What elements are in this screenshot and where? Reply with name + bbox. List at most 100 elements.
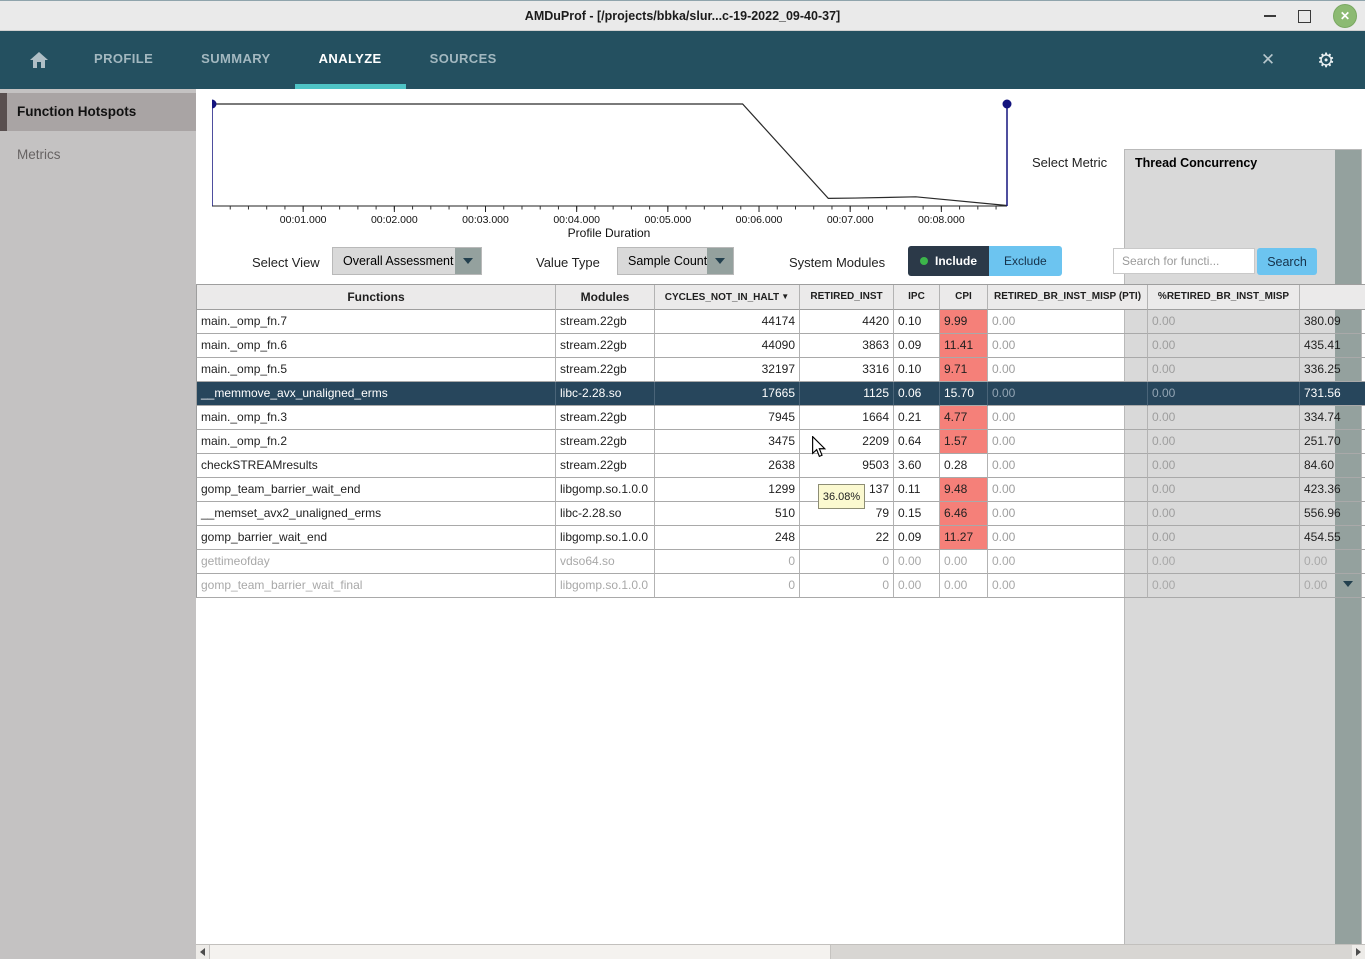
scroll-right-icon[interactable] [1352,945,1365,959]
nav-tabs: PROFILE SUMMARY ANALYZE SOURCES [70,31,521,89]
svg-text:Profile Duration: Profile Duration [568,226,651,240]
table-cell: 3863 [800,334,894,358]
table-cell: 0.28 [940,454,988,478]
table-cell: 0.00 [1148,430,1300,454]
gear-icon[interactable]: ⚙ [1317,49,1335,72]
table-cell: 3.60 [894,454,940,478]
search-button[interactable]: Search [1257,248,1317,275]
exclude-label: Exclude [1004,254,1047,268]
table-cell: main._omp_fn.3 [196,406,556,430]
table-cell: 0 [655,550,800,574]
svg-text:00:03.000: 00:03.000 [462,214,509,226]
table-cell: main._omp_fn.6 [196,334,556,358]
include-label: Include [935,254,978,268]
scroll-left-icon[interactable] [196,945,209,959]
table-cell: libgomp.so.1.0.0 [556,526,655,550]
table-row[interactable]: gomp_barrier_wait_end libgomp.so.1.0.0 248… [196,526,1365,550]
table-cell: 251.70 [1300,430,1365,454]
main-panel: 00:01.000 00:02.000 00:03.000 00:04.000 00:0… [196,89,1365,959]
table-cell: 7945 [655,406,800,430]
table-cell: 0 [800,574,894,598]
table-cell: 454.55 [1300,526,1365,550]
tab-profile[interactable]: PROFILE [94,51,154,66]
table-cell: 2209 [800,430,894,454]
column-header-functions[interactable]: Functions [196,285,556,310]
table-cell: 0.10 [894,358,940,382]
table-cell: libc-2.28.so [556,502,655,526]
system-modules-label: System Modules [789,255,886,270]
selected-dot-icon [920,257,928,265]
table-cell: stream.22gb [556,454,655,478]
select-view-value: Overall Assessment [343,254,454,268]
column-header-cycles-not-in-halt[interactable]: CYCLES_NOT_IN_HALT ▼ [655,285,800,310]
table-row[interactable]: main._omp_fn.2 stream.22gb 3475 2209 0.64 1.5… [196,430,1365,454]
value-type-dropdown[interactable]: Sample Count [617,247,734,275]
chevron-down-icon[interactable] [707,248,733,274]
table-cell: 1299 [655,478,800,502]
table-cell: 0.06 [894,382,940,406]
table-row[interactable]: gomp_team_barrier_wait_final libgomp.so.1… [196,574,1365,598]
table-cell: 0.00 [940,574,988,598]
table-cell: 84.60 [1300,454,1365,478]
column-header-cpi[interactable]: CPI [940,285,988,310]
table-cell: 4.77 [940,406,988,430]
select-view-dropdown[interactable]: Overall Assessment [332,247,482,275]
table-row[interactable]: __memset_avx2_unaligned_erms libc-2.28.so… [196,502,1365,526]
timeline-chart: 00:01.000 00:02.000 00:03.000 00:04.000 00:0… [207,99,1012,240]
table-cell: 0.00 [1148,334,1300,358]
scrollbar-thumb[interactable] [209,945,831,959]
table-cell: 22 [800,526,894,550]
chevron-down-icon[interactable] [455,248,481,274]
search-input[interactable] [1113,248,1255,274]
scrollbar-track[interactable] [831,945,1352,959]
column-header-modules[interactable]: Modules [556,285,655,310]
table-cell: 0.00 [988,334,1148,358]
table-cell: 0.00 [988,310,1148,334]
table-cell: checkSTREAMresults [196,454,556,478]
table-cell: 336.25 [1300,358,1365,382]
table-row[interactable]: main._omp_fn.7 stream.22gb 44174 4420 0.10 9.… [196,310,1365,334]
tab-sources[interactable]: SOURCES [429,51,497,66]
table-cell: 2638 [655,454,800,478]
sidebar-item-function-hotspots[interactable]: Function Hotspots [0,93,196,131]
profile-duration-chart[interactable]: 00:01.000 00:02.000 00:03.000 00:04.000 00:0… [207,96,1012,241]
percentage-tooltip: 36.08% [818,484,865,509]
column-header-ipc[interactable]: IPC [894,285,940,310]
table-row[interactable]: main._omp_fn.5 stream.22gb 32197 3316 0.10 9.… [196,358,1365,382]
table-cell: 423.36 [1300,478,1365,502]
exclude-toggle-button[interactable]: Exclude [989,246,1062,276]
table-row[interactable]: main._omp_fn.6 stream.22gb 44090 3863 0.09 11… [196,334,1365,358]
column-header-retired-br-inst-misp-pti-[interactable]: RETIRED_BR_INST_MISP (PTI) [988,285,1148,310]
close-view-icon[interactable]: ✕ [1260,50,1276,69]
horizontal-scrollbar[interactable] [196,944,1365,959]
column-header--retired-br-inst-misp[interactable]: %RETIRED_BR_INST_MISP [1148,285,1300,310]
table-cell: 0.00 [940,550,988,574]
table-cell: stream.22gb [556,310,655,334]
table-cell: 248 [655,526,800,550]
table-cell: libgomp.so.1.0.0 [556,574,655,598]
table-cell: libc-2.28.so [556,382,655,406]
table-row[interactable]: main._omp_fn.3 stream.22gb 7945 1664 0.21 4.7… [196,406,1365,430]
tab-summary[interactable]: SUMMARY [201,51,271,66]
close-icon[interactable]: ✕ [1333,4,1357,28]
table-cell: stream.22gb [556,358,655,382]
home-button[interactable] [8,31,70,89]
table-cell: 0.00 [1148,574,1300,598]
minimize-icon[interactable] [1264,15,1276,17]
table-row[interactable]: gettimeofday vdso64.so 0 0 0.00 0.00 0.00 0.00 0… [196,550,1365,574]
column-header-retired-inst[interactable]: RETIRED_INST [800,285,894,310]
table-cell: 380.09 [1300,310,1365,334]
table-cell: 0.00 [988,454,1148,478]
table-row[interactable]: gomp_team_barrier_wait_end libgomp.so.1.0… [196,478,1365,502]
table-row[interactable]: __memmove_avx_unaligned_erms libc-2.28.so… [196,382,1365,406]
maximize-icon[interactable] [1298,9,1311,23]
table-cell: main._omp_fn.7 [196,310,556,334]
table-row[interactable]: checkSTREAMresults stream.22gb 2638 9503 3.6… [196,454,1365,478]
table-cell: 556.96 [1300,502,1365,526]
tab-analyze[interactable]: ANALYZE [294,31,406,89]
table-cell: 32197 [655,358,800,382]
sidebar-item-metrics[interactable]: Metrics [17,147,61,162]
include-toggle-button[interactable]: Include [908,246,990,276]
table-cell: 6.46 [940,502,988,526]
column-header-l1-dc-acc[interactable]: L1_DC_ACC [1300,285,1365,310]
